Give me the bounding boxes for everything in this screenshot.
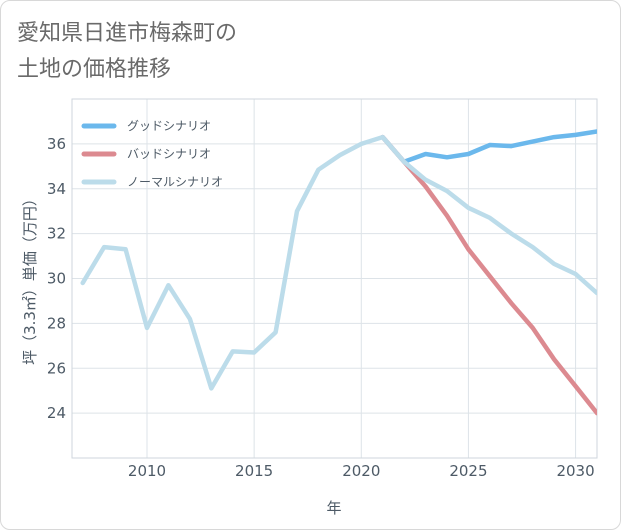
y-tick-label: 24: [47, 404, 66, 422]
series-layer: [80, 129, 597, 416]
x-tick-label: 2030: [556, 462, 594, 480]
y-tick-label: 30: [47, 270, 66, 288]
y-axis-title: 坪（3.3㎡）単価（万円）: [21, 191, 39, 365]
legend-label: バッドシナリオ: [127, 147, 211, 161]
x-axis-title: 年: [326, 499, 341, 517]
legend-label: ノーマルシナリオ: [127, 175, 223, 189]
series-line-2: [380, 134, 597, 416]
plot-area: [71, 98, 598, 459]
chart-title-line-1: 愛知県日進市梅森町の: [17, 21, 238, 46]
y-tick-label: 34: [47, 180, 66, 198]
y-tick-label: 28: [47, 314, 66, 332]
chart-title-line-2: 土地の価格推移: [17, 57, 172, 82]
x-axis-ticks: 2010 2015 2020 2025 2030: [128, 462, 595, 480]
x-tick-label: 2025: [449, 462, 487, 480]
x-tick-label: 2015: [235, 462, 273, 480]
y-tick-label: 26: [47, 359, 66, 377]
x-tick-label: 2010: [128, 462, 166, 480]
series-line-1: [380, 129, 597, 165]
series-line-3: [80, 134, 597, 391]
y-tick-label: 36: [47, 135, 66, 153]
grid-lines: [72, 99, 597, 458]
y-tick-label: 32: [47, 225, 66, 243]
legend-label: グッドシナリオ: [127, 119, 211, 133]
chart-title: 愛知県日進市梅森町の 土地の価格推移: [17, 16, 237, 88]
y-axis-ticks: 24 26 28 30 32 34 36: [47, 135, 66, 422]
x-tick-label: 2020: [342, 462, 380, 480]
